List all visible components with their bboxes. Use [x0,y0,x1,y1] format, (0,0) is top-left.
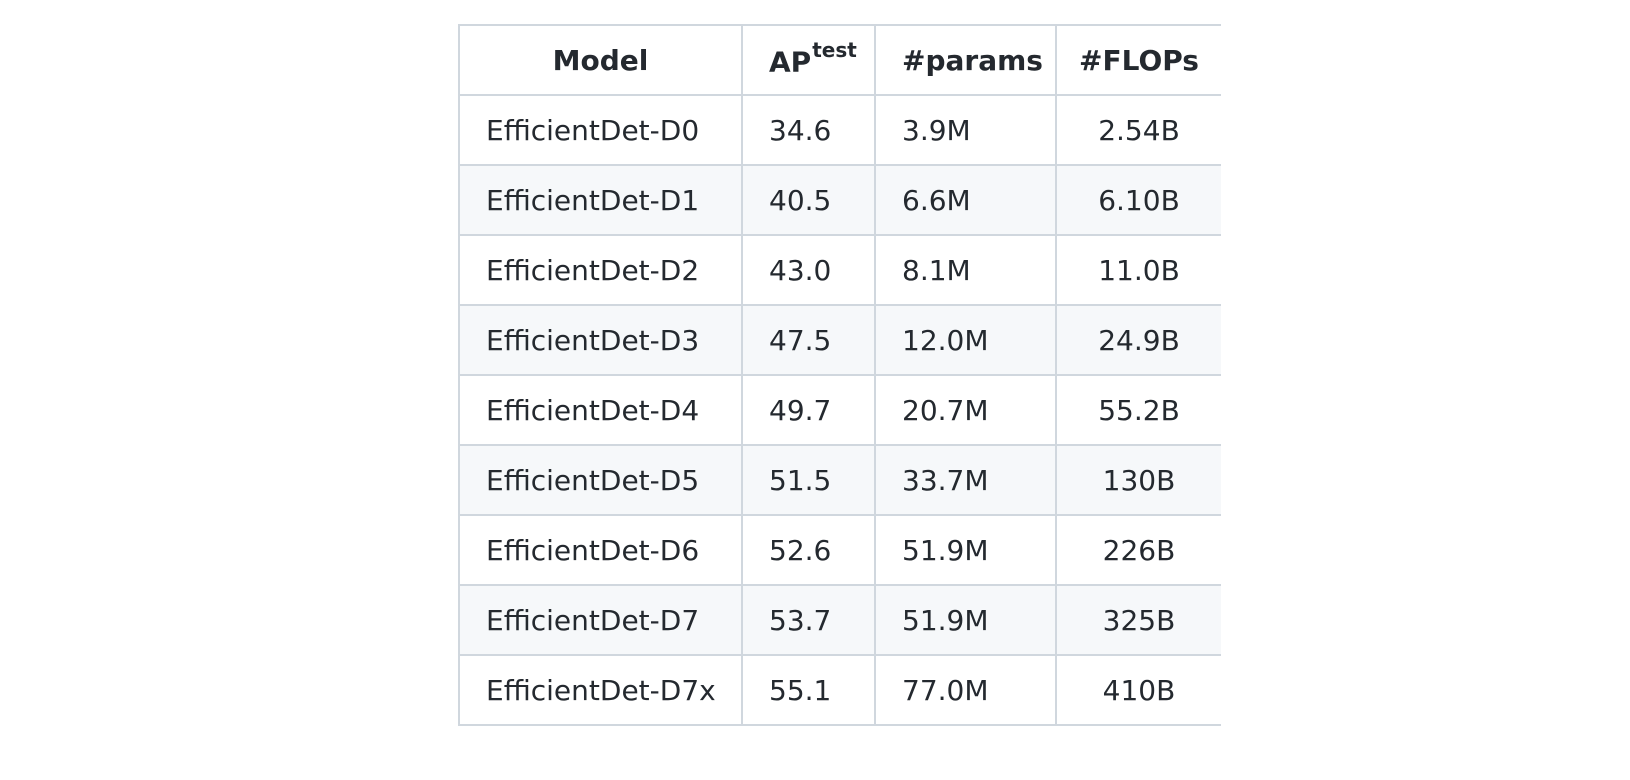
table-viewport[interactable]: Model APtest #params #FLOPs EfficientDet… [458,24,1221,774]
cell-flops: 226B [1055,514,1221,586]
cell-flops: 55.2B [1055,374,1221,446]
cell-model: EfficientDet-D0 [458,94,743,166]
cell-model: EfficientDet-D6 [458,514,743,586]
cell-flops: 2.54B [1055,94,1221,166]
table-row: EfficientDet-D7x 55.1 77.0M 410B [458,654,1221,726]
table-row: EfficientDet-D0 34.6 3.9M 2.54B [458,94,1221,166]
cell-model: EfficientDet-D7 [458,584,743,656]
header-ap: APtest [741,24,876,96]
cell-flops: 325B [1055,584,1221,656]
table-row: EfficientDet-D7 53.7 51.9M 325B [458,584,1221,656]
cell-ap: 40.5 [741,164,876,236]
header-ap-text: AP [769,45,812,79]
cell-flops: 130B [1055,444,1221,516]
efficientdet-table: Model APtest #params #FLOPs EfficientDet… [458,24,1221,726]
header-row: Model APtest #params #FLOPs [458,24,1221,96]
cell-model: EfficientDet-D4 [458,374,743,446]
cell-model: EfficientDet-D2 [458,234,743,306]
table-row: EfficientDet-D6 52.6 51.9M 226B [458,514,1221,586]
cell-ap: 43.0 [741,234,876,306]
table-row: EfficientDet-D2 43.0 8.1M 11.0B [458,234,1221,306]
cell-model: EfficientDet-D7x [458,654,743,726]
cell-ap: 51.5 [741,444,876,516]
cell-params: 6.6M [874,164,1057,236]
cell-params: 8.1M [874,234,1057,306]
cell-params: 51.9M [874,584,1057,656]
table-row: EfficientDet-D3 47.5 12.0M 24.9B [458,304,1221,376]
header-flops: #FLOPs [1055,24,1221,96]
cell-flops: 11.0B [1055,234,1221,306]
cell-ap: 47.5 [741,304,876,376]
cell-ap: 53.7 [741,584,876,656]
cell-params: 3.9M [874,94,1057,166]
cell-params: 51.9M [874,514,1057,586]
table-row: EfficientDet-D4 49.7 20.7M 55.2B [458,374,1221,446]
cell-ap: 52.6 [741,514,876,586]
cell-model: EfficientDet-D5 [458,444,743,516]
header-ap-superscript: test [812,37,857,62]
cell-ap: 34.6 [741,94,876,166]
header-params: #params [874,24,1057,96]
cell-params: 20.7M [874,374,1057,446]
cell-model: EfficientDet-D1 [458,164,743,236]
cell-flops: 6.10B [1055,164,1221,236]
cell-flops: 410B [1055,654,1221,726]
cell-params: 33.7M [874,444,1057,516]
table-body: EfficientDet-D0 34.6 3.9M 2.54B EfficientDet… [458,94,1221,726]
cell-params: 12.0M [874,304,1057,376]
cell-model: EfficientDet-D3 [458,304,743,376]
cell-ap: 55.1 [741,654,876,726]
cell-ap: 49.7 [741,374,876,446]
table-row: EfficientDet-D1 40.5 6.6M 6.10B [458,164,1221,236]
header-model: Model [458,24,743,96]
table-row: EfficientDet-D5 51.5 33.7M 130B [458,444,1221,516]
cell-flops: 24.9B [1055,304,1221,376]
cell-params: 77.0M [874,654,1057,726]
